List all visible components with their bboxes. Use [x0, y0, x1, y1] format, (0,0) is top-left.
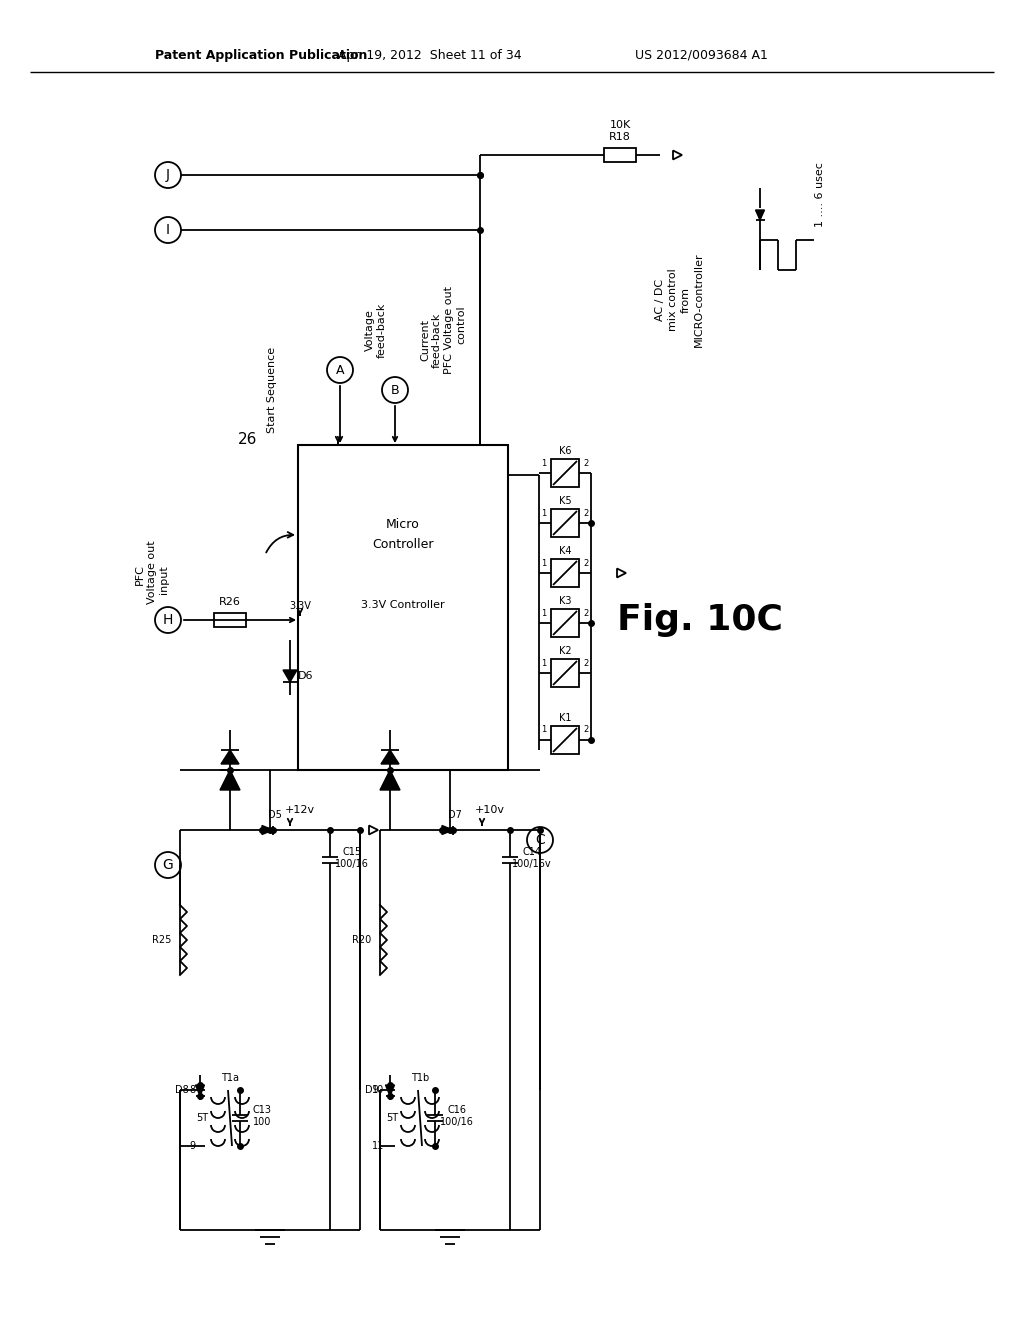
Text: 1: 1	[542, 558, 547, 568]
Text: +10v: +10v	[475, 805, 505, 814]
Text: 100: 100	[253, 1117, 271, 1127]
Text: R18: R18	[609, 132, 631, 143]
Text: 8: 8	[189, 1085, 195, 1096]
Text: Controller: Controller	[373, 539, 434, 552]
Text: K3: K3	[559, 597, 571, 606]
Text: K5: K5	[559, 496, 571, 506]
Text: K2: K2	[559, 645, 571, 656]
Text: 100/16v: 100/16v	[512, 859, 552, 869]
Text: 1: 1	[542, 458, 547, 467]
Polygon shape	[756, 210, 765, 220]
Text: PFC Voltage out: PFC Voltage out	[444, 286, 454, 374]
Text: C13: C13	[253, 1105, 271, 1115]
Text: from: from	[681, 286, 691, 313]
Text: +12v: +12v	[285, 805, 315, 814]
Text: 10K: 10K	[609, 120, 631, 129]
Text: 100/16: 100/16	[335, 859, 369, 869]
Text: 1: 1	[542, 609, 547, 618]
Text: 26: 26	[239, 433, 258, 447]
Text: Voltage: Voltage	[365, 309, 375, 351]
Polygon shape	[262, 825, 273, 834]
Polygon shape	[196, 1085, 205, 1096]
Text: 9: 9	[189, 1140, 195, 1151]
Polygon shape	[442, 825, 453, 834]
Text: 2: 2	[584, 458, 589, 467]
Text: 10: 10	[372, 1085, 384, 1096]
Text: A: A	[336, 363, 344, 376]
Bar	[551, 609, 579, 638]
Text: R20: R20	[352, 935, 372, 945]
Bar	[551, 558, 579, 587]
Text: Micro: Micro	[386, 519, 420, 532]
Text: C14: C14	[522, 847, 542, 857]
Text: 11: 11	[372, 1140, 384, 1151]
Text: C15: C15	[342, 847, 361, 857]
Text: R26: R26	[219, 597, 241, 607]
Polygon shape	[381, 750, 399, 764]
Text: H: H	[163, 612, 173, 627]
Text: D6: D6	[298, 671, 313, 681]
Text: 1: 1	[542, 508, 547, 517]
Text: Apr. 19, 2012  Sheet 11 of 34: Apr. 19, 2012 Sheet 11 of 34	[338, 49, 522, 62]
Text: 2: 2	[584, 558, 589, 568]
Text: C: C	[536, 833, 545, 847]
Text: G: G	[163, 858, 173, 873]
Text: US 2012/0093684 A1: US 2012/0093684 A1	[635, 49, 768, 62]
Polygon shape	[380, 770, 400, 789]
Text: 1: 1	[542, 659, 547, 668]
Text: D5: D5	[268, 810, 282, 820]
Polygon shape	[385, 1085, 394, 1096]
Text: Start Sequence: Start Sequence	[267, 347, 278, 433]
Text: AC / DC: AC / DC	[655, 279, 665, 321]
Text: 1: 1	[542, 726, 547, 734]
Text: 2: 2	[584, 508, 589, 517]
Polygon shape	[369, 825, 378, 834]
Bar	[551, 510, 579, 537]
Text: C16: C16	[447, 1105, 467, 1115]
Text: D7: D7	[449, 810, 462, 820]
Text: I: I	[166, 223, 170, 238]
Text: 100/16: 100/16	[440, 1117, 474, 1127]
Text: MICRO-controller: MICRO-controller	[694, 252, 705, 347]
Bar	[551, 659, 579, 686]
Text: 2: 2	[584, 726, 589, 734]
Text: 2: 2	[584, 659, 589, 668]
Bar	[604, 148, 636, 162]
Text: feed-back: feed-back	[432, 313, 442, 368]
Text: 1 .... 6 usec: 1 .... 6 usec	[815, 162, 825, 227]
Polygon shape	[283, 671, 297, 682]
Text: D9: D9	[366, 1085, 379, 1096]
Text: PFC: PFC	[135, 565, 145, 586]
Polygon shape	[221, 750, 239, 764]
Text: feed-back: feed-back	[377, 302, 387, 358]
Text: K6: K6	[559, 446, 571, 455]
Text: Current: Current	[420, 319, 430, 360]
Bar	[214, 612, 246, 627]
Text: mix control: mix control	[668, 269, 678, 331]
Text: 5T: 5T	[196, 1113, 208, 1123]
Polygon shape	[617, 569, 626, 578]
Text: D8: D8	[175, 1085, 188, 1096]
Text: J: J	[166, 168, 170, 182]
Text: 2: 2	[584, 609, 589, 618]
Bar	[551, 459, 579, 487]
Text: input: input	[159, 566, 169, 594]
Text: 3.3V: 3.3V	[289, 601, 311, 611]
Text: 5T: 5T	[386, 1113, 398, 1123]
Text: Voltage out: Voltage out	[147, 540, 157, 603]
Text: T1b: T1b	[411, 1073, 429, 1082]
Bar	[298, 445, 508, 770]
Text: K4: K4	[559, 546, 571, 556]
Text: Fig. 10C: Fig. 10C	[617, 603, 783, 638]
Text: T1a: T1a	[221, 1073, 239, 1082]
Text: R25: R25	[153, 935, 172, 945]
Text: 3.3V Controller: 3.3V Controller	[361, 601, 444, 610]
Text: B: B	[391, 384, 399, 396]
Text: K1: K1	[559, 713, 571, 723]
Polygon shape	[220, 770, 240, 789]
Text: control: control	[456, 306, 466, 345]
Polygon shape	[673, 150, 682, 160]
Text: Patent Application Publication: Patent Application Publication	[155, 49, 368, 62]
Bar	[551, 726, 579, 754]
